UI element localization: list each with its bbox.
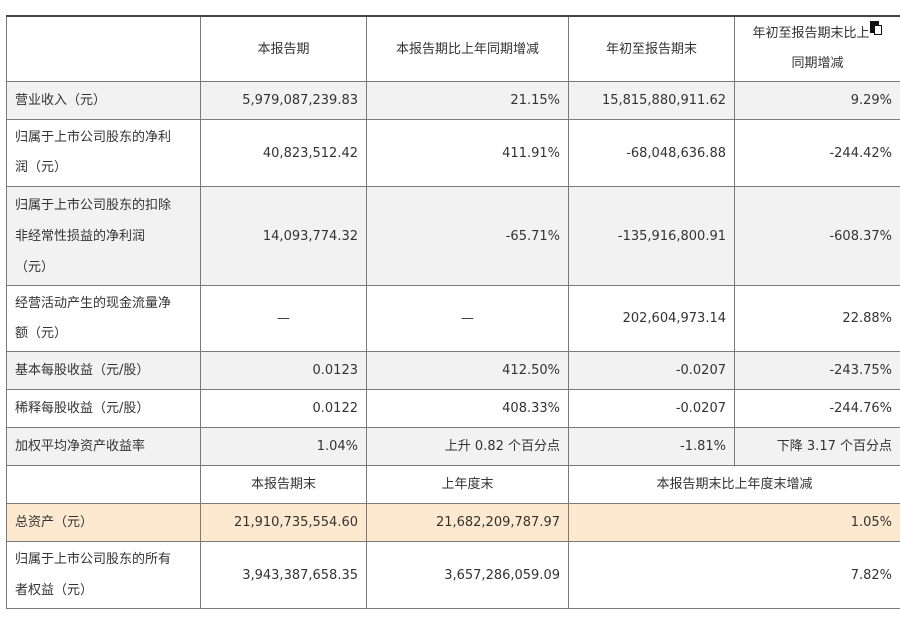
cell-current: — bbox=[200, 285, 367, 352]
cell-ytd: -0.0207 bbox=[568, 351, 735, 390]
cell-current: 0.0123 bbox=[200, 351, 367, 390]
row-label: 基本每股收益（元/股） bbox=[6, 351, 201, 390]
cell-yoy: -65.71% bbox=[366, 186, 569, 286]
cell-yoy: 412.50% bbox=[366, 351, 569, 390]
cell-ytd: -1.81% bbox=[568, 427, 735, 466]
table-row-operating-cash-flow: 经营活动产生的现金流量净 额（元） — — 202,604,973.14 22.… bbox=[6, 285, 900, 352]
balance-header-row: 本报告期末 上年度末 本报告期末比上年度末增减 bbox=[6, 465, 900, 504]
cell-current: 1.04% bbox=[200, 427, 367, 466]
table-row-diluted-eps: 稀释每股收益（元/股） 0.0122 408.33% -0.0207 -244.… bbox=[6, 389, 900, 428]
cell-ytd: -68,048,636.88 bbox=[568, 119, 735, 187]
row-label-line1: 归属于上市公司股东的净利 bbox=[15, 130, 172, 145]
row-label-line1: 归属于上市公司股东的所有 bbox=[15, 552, 172, 567]
row-label-line1: 经营活动产生的现金流量净 bbox=[15, 295, 172, 311]
table-row-shareholders-equity: 归属于上市公司股东的所有 者权益（元） 3,943,387,658.35 3,6… bbox=[6, 541, 900, 609]
cell-yoy: 上升 0.82 个百分点 bbox=[366, 427, 569, 466]
row-label-line2: 者权益（元） bbox=[15, 583, 94, 598]
balance-header-change: 本报告期末比上年度末增减 bbox=[568, 465, 900, 504]
cell-yoy: 408.33% bbox=[366, 389, 569, 428]
cell-current: 3,943,387,658.35 bbox=[200, 541, 367, 609]
cell-yoy: — bbox=[366, 285, 569, 352]
table-header-row: 本报告期 本报告期比上年同期增减 年初至报告期末 年初至报告期末比上 同期增减 bbox=[6, 15, 900, 82]
header-ytd-yoy-line1-text: 年初至报告期末比上 bbox=[752, 26, 870, 41]
cell-ytd: 202,604,973.14 bbox=[568, 285, 735, 352]
table-row-net-profit: 归属于上市公司股东的净利 润（元） 40,823,512.42 411.91% … bbox=[6, 119, 900, 187]
cell-current: 5,979,087,239.83 bbox=[200, 81, 367, 120]
row-label-line2: 非经常性损益的净利润 bbox=[15, 228, 146, 244]
cell-ytd-yoy: -608.37% bbox=[734, 186, 900, 286]
row-label: 加权平均净资产收益率 bbox=[6, 427, 201, 466]
cell-current: 40,823,512.42 bbox=[200, 119, 367, 187]
balance-header-blank bbox=[6, 465, 201, 504]
row-label: 稀释每股收益（元/股） bbox=[6, 389, 201, 428]
balance-header-current: 本报告期末 bbox=[200, 465, 367, 504]
row-label-line2: 润（元） bbox=[15, 160, 68, 175]
cell-prior: 21,682,209,787.97 bbox=[366, 503, 569, 542]
table-row-weighted-roe: 加权平均净资产收益率 1.04% 上升 0.82 个百分点 -1.81% 下降 … bbox=[6, 427, 900, 466]
cell-ytd: 15,815,880,911.62 bbox=[568, 81, 735, 120]
cell-ytd-yoy: -243.75% bbox=[734, 351, 900, 390]
cell-yoy: 411.91% bbox=[366, 119, 569, 187]
cell-ytd: -135,916,800.91 bbox=[568, 186, 735, 286]
cell-ytd-yoy: -244.76% bbox=[734, 389, 900, 428]
row-label: 总资产（元） bbox=[6, 503, 201, 542]
header-yoy-change: 本报告期比上年同期增减 bbox=[366, 15, 569, 82]
financial-summary-table: 本报告期 本报告期比上年同期增减 年初至报告期末 年初至报告期末比上 同期增减 … bbox=[6, 15, 900, 609]
cell-change: 7.82% bbox=[568, 541, 900, 609]
header-current-period: 本报告期 bbox=[200, 15, 367, 82]
table-row-net-profit-excl-nonrecurring: 归属于上市公司股东的扣除 非经常性损益的净利润 （元） 14,093,774.3… bbox=[6, 186, 900, 286]
row-label: 归属于上市公司股东的扣除 非经常性损益的净利润 （元） bbox=[6, 186, 201, 286]
header-ytd-yoy-line2: 同期增减 bbox=[791, 56, 844, 71]
cell-current: 0.0122 bbox=[200, 389, 367, 428]
cell-change: 1.05% bbox=[568, 503, 900, 542]
row-label-line2: 额（元） bbox=[15, 325, 68, 341]
cell-current: 14,093,774.32 bbox=[200, 186, 367, 286]
row-label: 归属于上市公司股东的所有 者权益（元） bbox=[6, 541, 201, 609]
cell-ytd-yoy: -244.42% bbox=[734, 119, 900, 187]
header-ytd-yoy-change: 年初至报告期末比上 同期增减 bbox=[734, 15, 900, 82]
cell-yoy: 21.15% bbox=[366, 81, 569, 120]
copy-icon[interactable] bbox=[869, 21, 883, 36]
table-row-basic-eps: 基本每股收益（元/股） 0.0123 412.50% -0.0207 -243.… bbox=[6, 351, 900, 390]
cell-ytd-yoy: 22.88% bbox=[734, 285, 900, 352]
row-label: 经营活动产生的现金流量净 额（元） bbox=[6, 285, 201, 352]
header-cell-blank bbox=[6, 15, 201, 82]
table-row-total-assets: 总资产（元） 21,910,735,554.60 21,682,209,787.… bbox=[6, 503, 900, 542]
cell-ytd: -0.0207 bbox=[568, 389, 735, 428]
cell-ytd-yoy: 下降 3.17 个百分点 bbox=[734, 427, 900, 466]
header-ytd: 年初至报告期末 bbox=[568, 15, 735, 82]
cell-ytd-yoy: 9.29% bbox=[734, 81, 900, 120]
cell-prior: 3,657,286,059.09 bbox=[366, 541, 569, 609]
row-label-line1: 归属于上市公司股东的扣除 bbox=[15, 197, 172, 213]
header-ytd-yoy-line1: 年初至报告期末比上 bbox=[743, 19, 892, 49]
table-row-revenue: 营业收入（元） 5,979,087,239.83 21.15% 15,815,8… bbox=[6, 81, 900, 120]
cell-current: 21,910,735,554.60 bbox=[200, 503, 367, 542]
balance-header-prior: 上年度末 bbox=[366, 465, 569, 504]
row-label: 归属于上市公司股东的净利 润（元） bbox=[6, 119, 201, 187]
row-label-line3: （元） bbox=[15, 259, 55, 275]
row-label: 营业收入（元） bbox=[6, 81, 201, 120]
